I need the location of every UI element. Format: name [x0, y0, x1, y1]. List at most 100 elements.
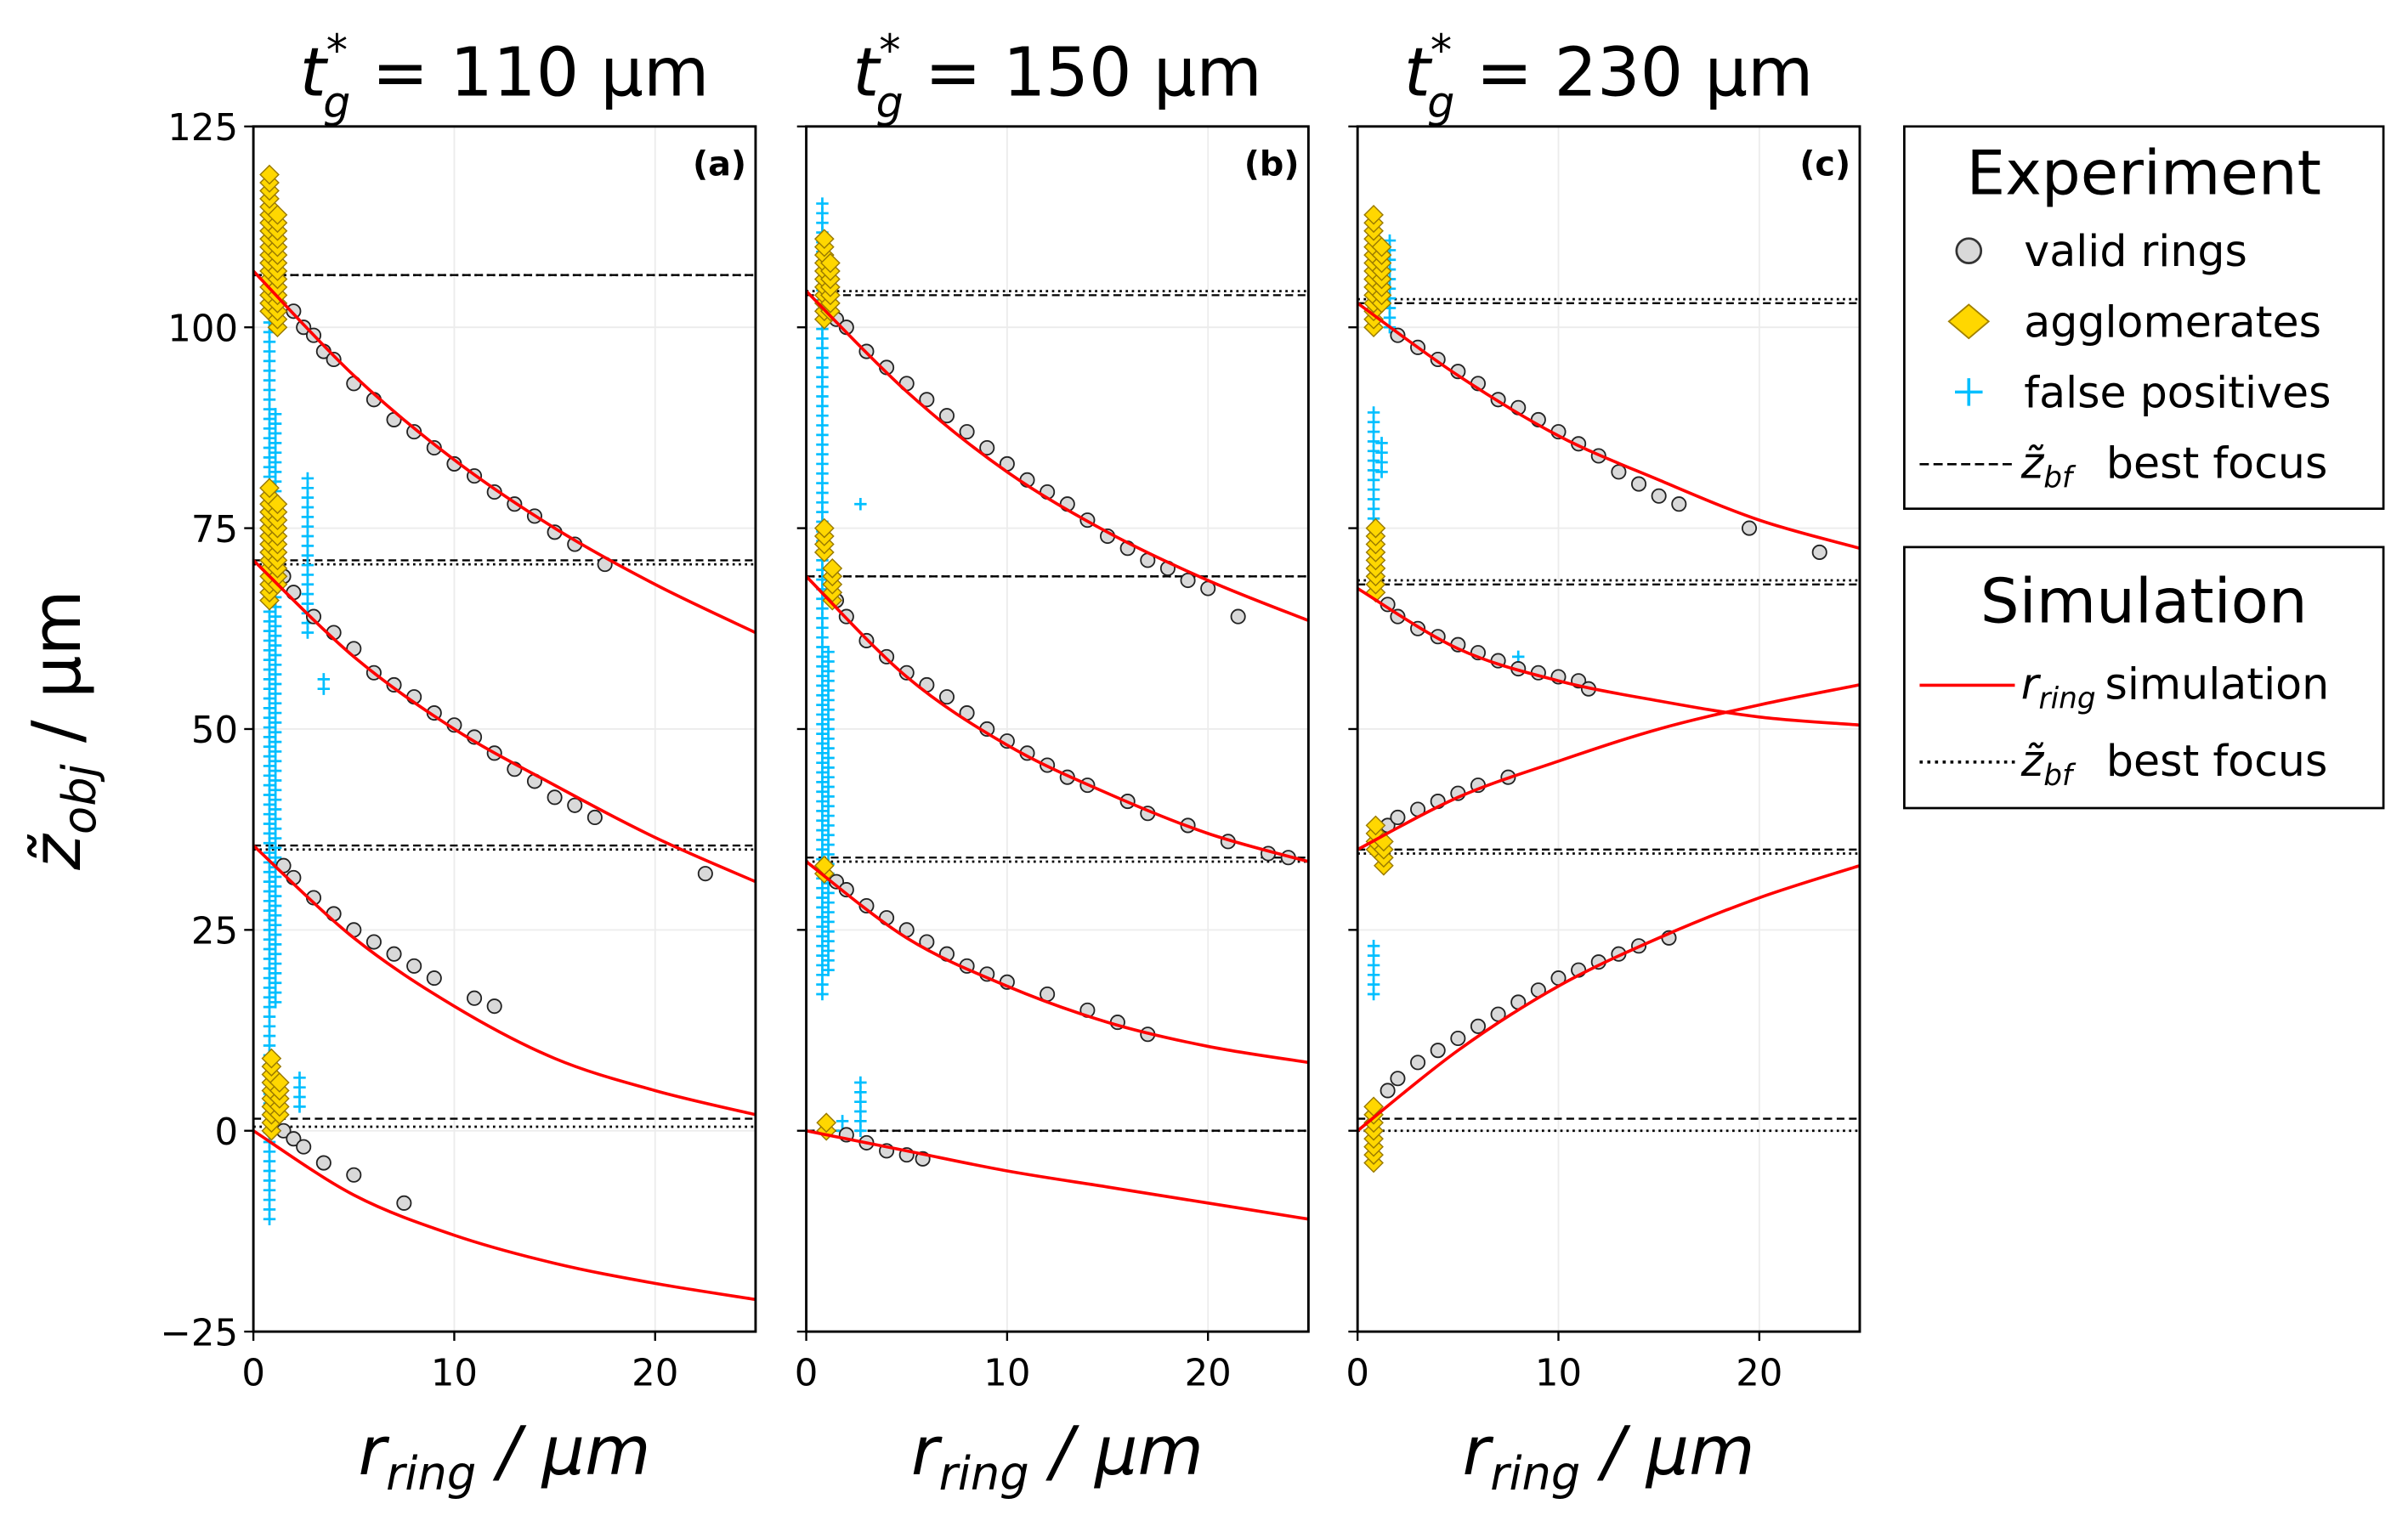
simulation-curve: [1357, 302, 1860, 550]
plot-area: [1357, 204, 1860, 1173]
false-positive-point: [1367, 406, 1380, 419]
false-positive-point: [301, 472, 314, 485]
panel-1: 0 10 20 (b) t* g = 150 μm rring / μm: [795, 25, 1310, 1501]
plot-area: [253, 164, 756, 1302]
valid-ring-point: [386, 946, 402, 962]
valid-ring-point: [959, 424, 975, 440]
agglomerates-marker-icon: [1947, 303, 1991, 340]
valid-ring-point: [296, 319, 312, 336]
valid-ring-point: [547, 789, 563, 806]
false-positive-point: [1375, 437, 1388, 450]
agglomerate-point: [259, 164, 280, 185]
x-tick-label: 10: [983, 1352, 1030, 1394]
valid-rings-marker-icon: [1955, 237, 1983, 264]
valid-ring-point: [697, 866, 713, 882]
false-positive-point: [1512, 650, 1525, 664]
panel-label: (a): [693, 145, 746, 184]
valid-ring-point: [586, 809, 603, 826]
false-positive-point: [822, 645, 835, 659]
false-positive-point: [854, 497, 867, 511]
valid-ring-point: [467, 990, 483, 1006]
valid-ring-point: [1811, 544, 1827, 560]
valid-ring-point: [486, 998, 502, 1015]
y-tick-label: 125: [167, 107, 238, 150]
legend-best-focus-sim: z̃bf best focus: [2020, 736, 2328, 793]
valid-ring-point: [979, 439, 995, 456]
axes-frame: [252, 125, 757, 1333]
agglomerate-point: [813, 517, 835, 539]
agglomerate-point: [259, 478, 280, 499]
legend-agglomerates: agglomerates: [2024, 297, 2321, 347]
false-positive-point: [836, 1115, 849, 1128]
y-tick-label: 0: [214, 1111, 238, 1154]
plot-area: [806, 197, 1309, 1221]
valid-ring-point: [1611, 464, 1627, 480]
simulation-curve: [253, 559, 756, 884]
simulation-curve: [1357, 863, 1860, 1133]
legend-valid-rings: valid rings: [2024, 226, 2247, 276]
y-tick-label: 25: [191, 911, 238, 953]
legend-false-positives: false positives: [2024, 367, 2331, 417]
valid-ring-point: [1180, 573, 1196, 589]
agglomerate-point: [816, 1112, 837, 1134]
y-axis-label: z̃obj / μm: [17, 590, 106, 871]
valid-ring-point: [1430, 1043, 1446, 1059]
y-tick-label: 50: [191, 710, 238, 752]
valid-ring-point: [919, 392, 935, 408]
valid-ring-point: [1390, 1071, 1406, 1087]
x-axis-label: rring / μm: [911, 1411, 1204, 1501]
panel-title: t* g = 150 μm: [853, 25, 1262, 127]
valid-ring-point: [1630, 476, 1647, 492]
valid-ring-point: [1671, 496, 1687, 512]
false-positive-point: [293, 1071, 306, 1084]
valid-ring-point: [938, 689, 955, 705]
valid-ring-point: [365, 934, 382, 950]
x-tick-label: 0: [241, 1352, 265, 1394]
valid-ring-point: [396, 1195, 412, 1211]
valid-ring-point: [1230, 608, 1246, 625]
agglomerate-point: [269, 1072, 290, 1093]
legend-experiment-title: Experiment: [1966, 138, 2321, 209]
agglomerate-point: [1363, 204, 1384, 225]
valid-ring-point: [1390, 809, 1406, 826]
simulation-curve: [1357, 683, 1860, 851]
valid-ring-point: [296, 1139, 312, 1155]
legend-simulation-curve: rring simulation: [2021, 659, 2329, 716]
valid-ring-point: [315, 1155, 331, 1171]
agglomerate-point: [820, 252, 841, 274]
valid-ring-point: [326, 351, 342, 368]
y-tick-label: 100: [167, 308, 238, 350]
valid-ring-point: [1450, 1030, 1466, 1047]
valid-ring-point: [326, 906, 342, 922]
x-axis-label: rring / μm: [1463, 1411, 1755, 1501]
false-positive-point: [269, 408, 282, 421]
legend-best-focus-exp: z̃bf best focus: [2020, 438, 2328, 495]
valid-ring-point: [1410, 1055, 1426, 1071]
x-tick-label: 20: [1736, 1352, 1782, 1394]
panel-title: t* g = 230 μm: [1404, 25, 1814, 127]
legend-experiment: Experiment valid rings agglomerates fals…: [1903, 125, 2385, 511]
agglomerate-point: [1365, 815, 1386, 836]
valid-ring-point: [406, 424, 422, 440]
valid-ring-point: [1741, 520, 1758, 536]
valid-ring-point: [305, 608, 322, 625]
simulation-curve: [806, 1128, 1309, 1221]
x-axis-label: rring / μm: [358, 1411, 650, 1501]
agglomerate-point: [1371, 236, 1392, 257]
valid-ring-point: [938, 408, 955, 424]
simulation-curve: [253, 844, 756, 1117]
valid-ring-point: [426, 970, 442, 987]
valid-ring-point: [286, 1131, 302, 1147]
legend-simulation-title: Simulation: [1980, 566, 2308, 637]
valid-ring-point: [346, 1167, 362, 1183]
agglomerate-point: [1365, 517, 1386, 539]
valid-ring-point: [1470, 1018, 1487, 1034]
x-tick-label: 0: [795, 1352, 819, 1394]
agglomerate-point: [267, 494, 288, 515]
agglomerate-point: [267, 204, 288, 225]
legend-simulation: Simulation rring simulation z̃bf best focu…: [1903, 546, 2385, 810]
panel-label: (c): [1799, 145, 1850, 184]
agglomerate-point: [261, 1048, 282, 1069]
